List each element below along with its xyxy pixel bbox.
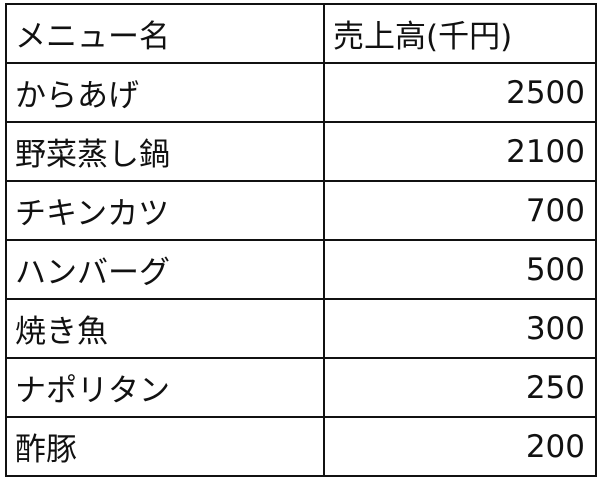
menu-name-cell: 酢豚 — [5, 416, 325, 477]
header-row: メニュー名 売上高(千円) — [5, 3, 597, 64]
sales-cell: 500 — [323, 239, 597, 300]
table-row: ナポリタン 250 — [5, 357, 597, 418]
menu-name-cell: 焼き魚 — [5, 298, 325, 359]
table-row: チキンカツ 700 — [5, 180, 597, 241]
sales-cell: 200 — [323, 416, 597, 477]
sales-cell: 300 — [323, 298, 597, 359]
table-row: 焼き魚 300 — [5, 298, 597, 359]
header-menu-name: メニュー名 — [5, 3, 325, 64]
sales-cell: 2100 — [323, 121, 597, 182]
sales-cell: 700 — [323, 180, 597, 241]
table-row: からあげ 2500 — [5, 62, 597, 123]
header-sales: 売上高(千円) — [323, 3, 597, 64]
menu-name-cell: ナポリタン — [5, 357, 325, 418]
menu-name-cell: 野菜蒸し鍋 — [5, 121, 325, 182]
sales-table: メニュー名 売上高(千円) からあげ 2500 野菜蒸し鍋 2100 チキンカツ 700 ハ… — [5, 3, 597, 477]
sales-cell: 250 — [323, 357, 597, 418]
sales-cell: 2500 — [323, 62, 597, 123]
menu-name-cell: チキンカツ — [5, 180, 325, 241]
table-row: ハンバーグ 500 — [5, 239, 597, 300]
menu-name-cell: からあげ — [5, 62, 325, 123]
table-row: 酢豚 200 — [5, 416, 597, 477]
table-row: 野菜蒸し鍋 2100 — [5, 121, 597, 182]
menu-name-cell: ハンバーグ — [5, 239, 325, 300]
